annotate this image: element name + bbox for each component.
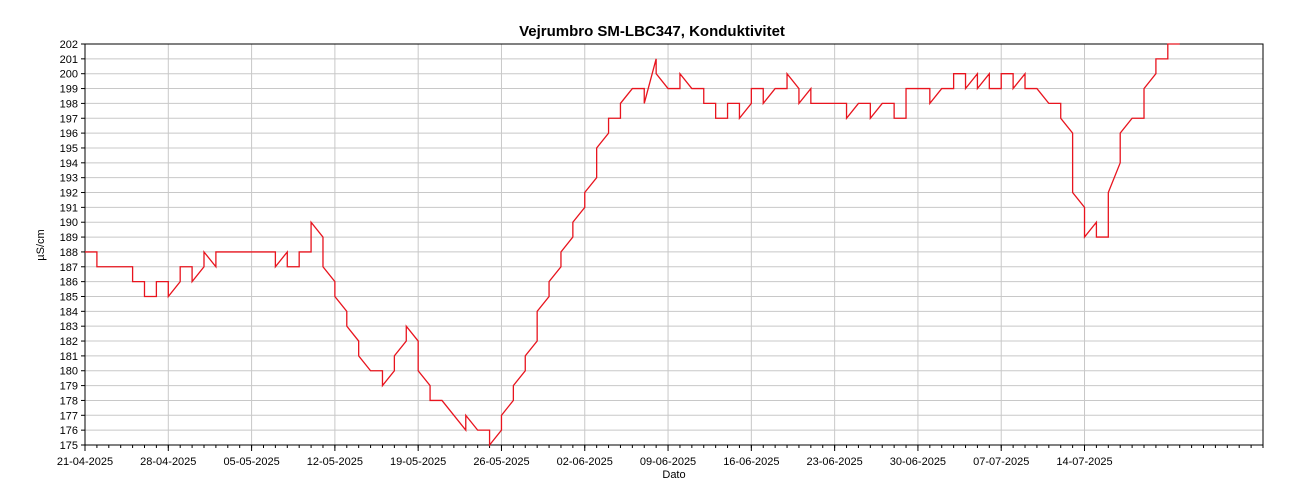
x-axis-label: Dato	[662, 469, 685, 481]
plot-area	[84, 43, 1264, 446]
y-tick-label: 181	[60, 351, 78, 363]
x-tick-label: 30-06-2025	[890, 456, 946, 468]
y-tick-label: 184	[60, 306, 78, 318]
x-tick-label: 05-05-2025	[223, 456, 279, 468]
x-tick-label: 21-04-2025	[57, 456, 113, 468]
y-tick-label: 189	[60, 232, 78, 244]
y-tick-label: 191	[60, 202, 78, 214]
x-tick-label: 23-06-2025	[806, 456, 862, 468]
y-tick-label: 175	[60, 440, 78, 452]
x-axis: 21-04-2025 28-04-2025 05-05-2025 12-05-2025…	[57, 445, 1264, 468]
x-tick-label: 16-06-2025	[723, 456, 779, 468]
x-tick-label: 02-06-2025	[557, 456, 613, 468]
y-tick-label: 199	[60, 84, 78, 96]
y-tick-label: 192	[60, 188, 78, 200]
y-tick-label: 187	[60, 262, 78, 274]
y-tick-label: 202	[60, 39, 78, 51]
x-tick-label: 28-04-2025	[140, 456, 196, 468]
x-tick-label: 12-05-2025	[307, 456, 363, 468]
y-tick-label: 198	[60, 98, 78, 110]
y-tick-label: 196	[60, 128, 78, 140]
y-tick-label: 194	[60, 158, 78, 170]
x-tick-label: 26-05-2025	[473, 456, 529, 468]
y-tick-label: 193	[60, 173, 78, 185]
y-axis: 175 176 177 178 179 180 181 182 183 184 185 186 187 1…	[60, 39, 85, 452]
y-tick-label: 186	[60, 277, 78, 289]
y-tick-label: 177	[60, 410, 78, 422]
y-tick-label: 179	[60, 381, 78, 393]
y-tick-label: 183	[60, 321, 78, 333]
y-tick-label: 176	[60, 425, 78, 437]
y-tick-label: 190	[60, 217, 78, 229]
x-tick-label: 14-07-2025	[1056, 456, 1112, 468]
y-tick-label: 178	[60, 395, 78, 407]
y-tick-label: 185	[60, 291, 78, 303]
y-tick-label: 201	[60, 54, 78, 66]
y-tick-label: 200	[60, 69, 78, 81]
x-tick-label: 09-06-2025	[640, 456, 696, 468]
y-tick-label: 188	[60, 247, 78, 259]
y-axis-label: µS/cm	[35, 229, 47, 260]
y-tick-label: 197	[60, 113, 78, 125]
y-tick-label: 195	[60, 143, 78, 155]
grid	[84, 43, 1263, 446]
chart-title: Vejrumbro SM-LBC347, Konduktivitet	[519, 23, 785, 40]
x-tick-label: 07-07-2025	[973, 456, 1029, 468]
x-tick-label: 19-05-2025	[390, 456, 446, 468]
y-tick-label: 182	[60, 336, 78, 348]
y-tick-label: 180	[60, 366, 78, 378]
conductivity-line	[85, 43, 1180, 447]
